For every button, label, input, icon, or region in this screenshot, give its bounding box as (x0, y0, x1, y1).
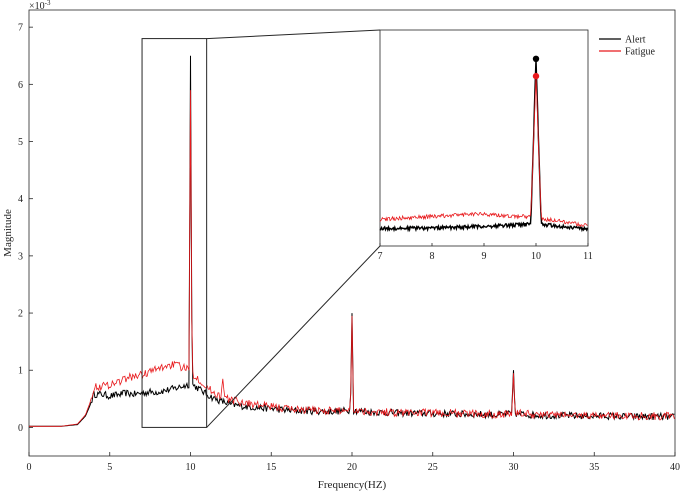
y-tick-label: 4 (18, 194, 23, 205)
x-tick-label: 5 (107, 462, 112, 473)
inset-x-tick-label: 10 (531, 251, 541, 262)
y-exponent-power: -3 (45, 0, 51, 7)
inset-x-tick-label: 8 (430, 251, 435, 262)
y-tick-label: 0 (18, 423, 23, 434)
zoom-rectangle (141, 38, 208, 428)
y-tick-label: 2 (18, 309, 23, 320)
x-tick-label: 25 (428, 462, 438, 473)
legend-label-alert: Alert (625, 35, 646, 46)
inset-x-tick-label: 11 (583, 251, 593, 262)
y-tick-label: 7 (18, 23, 23, 34)
y-axis-label: Magnitude (2, 209, 14, 257)
zoom-box (141, 29, 381, 428)
x-tick-label: 15 (266, 462, 276, 473)
inset-x-tick-label: 7 (378, 251, 383, 262)
x-tick-label: 40 (670, 462, 680, 473)
x-tick-label: 20 (347, 462, 357, 473)
x-tick-label: 10 (186, 462, 196, 473)
x-tick-label: 30 (509, 462, 519, 473)
fatigue-peak-marker (532, 72, 540, 80)
legend-box (594, 29, 674, 61)
inset-x-tick-label: 9 (482, 251, 487, 262)
legend-label-fatigue: Fatigue (625, 47, 656, 58)
inset-frame (379, 29, 589, 247)
alert-peak-marker (532, 55, 540, 62)
y-tick-label: 5 (18, 137, 23, 148)
zoom-connector-bottom (206, 245, 381, 428)
zoom-connector-top (206, 29, 381, 40)
y-tick-label: 1 (18, 366, 23, 377)
y-tick-label: 6 (18, 80, 23, 91)
x-axis-label: Frequency(HZ) (318, 479, 387, 491)
y-tick-label: 3 (18, 251, 23, 262)
x-tick-label: 35 (589, 462, 599, 473)
x-tick-label: 0 (27, 462, 32, 473)
series-line-fatigue (29, 90, 675, 427)
inset-plot: 7 8 9 10 11 (378, 29, 593, 262)
inset-series-line-alert (379, 58, 589, 233)
inset-series-line-fatigue (379, 76, 588, 228)
